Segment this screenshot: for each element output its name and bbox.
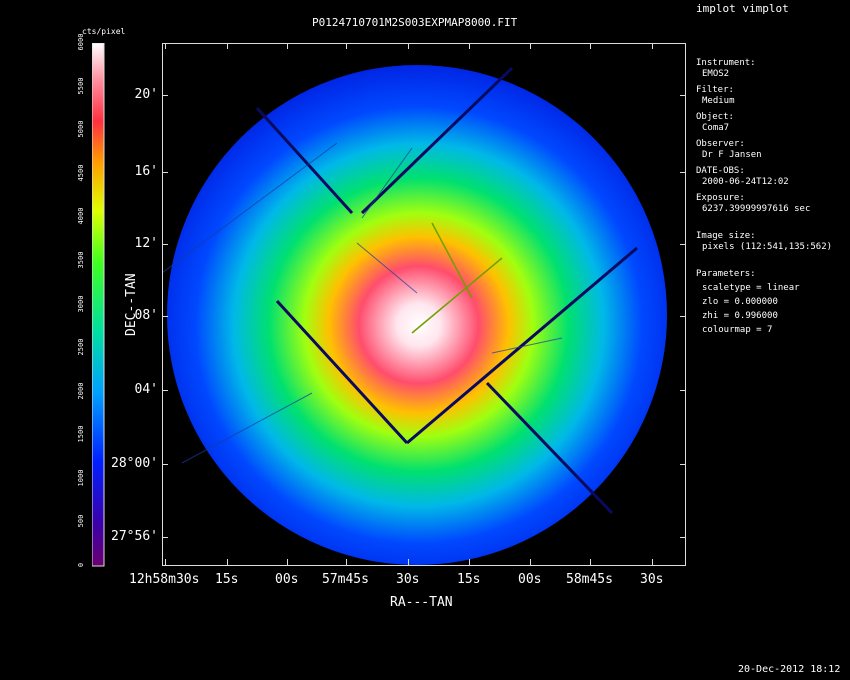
y-tick-mark xyxy=(680,537,686,538)
x-tick-label: 15s xyxy=(215,572,239,587)
y-tick-mark xyxy=(162,316,168,317)
instrument-label: Instrument: xyxy=(696,58,756,68)
colorbar-tick-label: 3000 xyxy=(77,295,85,312)
colorbar-tick-label: 500 xyxy=(77,515,85,528)
plot-title: P0124710701M2S003EXPMAP8000.FIT xyxy=(312,16,518,29)
observer-value: Dr F Jansen xyxy=(702,150,762,160)
date-value: 2000-06-24T12:02 xyxy=(702,177,789,187)
y-tick-mark xyxy=(162,537,168,538)
filter-value: Medium xyxy=(702,96,735,106)
y-tick-mark xyxy=(680,464,686,465)
y-tick-mark xyxy=(680,244,686,245)
y-tick-label: 20' xyxy=(134,87,158,102)
app-title: implot vimplot xyxy=(696,2,789,15)
x-tick-mark xyxy=(287,559,288,565)
y-tick-mark xyxy=(680,172,686,173)
y-axis-label: DEC--TAN xyxy=(124,273,139,336)
x-tick-mark xyxy=(165,559,166,565)
y-tick-label: 12' xyxy=(134,236,158,251)
colorbar-tick-label: 5000 xyxy=(77,120,85,138)
date-label: DATE-OBS: xyxy=(696,166,745,176)
x-tick-label: 00s xyxy=(518,572,542,587)
x-tick-mark xyxy=(590,559,591,565)
y-tick-mark xyxy=(162,172,168,173)
y-tick-mark xyxy=(162,464,168,465)
x-tick-mark xyxy=(652,43,653,49)
timestamp: 20-Dec-2012 18:12 xyxy=(738,664,841,675)
colorbar-tick-label: 6000 xyxy=(77,33,85,51)
colorbar-title: cts/pixel xyxy=(82,27,126,36)
x-tick-mark xyxy=(530,43,531,49)
colorbar-tick-label: 2000 xyxy=(77,382,85,400)
colorbar-tick-label: 3500 xyxy=(77,251,85,269)
y-tick-label: 08' xyxy=(134,308,158,323)
colorbar-tick-label: 4000 xyxy=(77,207,85,225)
colorbar xyxy=(91,42,105,571)
colorbar-tick-label: 1500 xyxy=(77,425,85,443)
x-tick-label: 12h58m30s xyxy=(129,572,200,587)
colorbar-tick-label: 2500 xyxy=(77,338,85,356)
observer-label: Observer: xyxy=(696,139,745,149)
x-tick-mark xyxy=(652,559,653,565)
x-tick-label: 30s xyxy=(396,572,420,587)
x-tick-mark xyxy=(346,43,347,49)
filter-label: Filter: xyxy=(696,85,734,95)
x-tick-label: 58m45s xyxy=(566,572,613,587)
y-tick-mark xyxy=(162,390,168,391)
x-tick-mark xyxy=(590,43,591,49)
exposure-value: 6237.39999997616 sec xyxy=(702,204,811,214)
x-tick-mark xyxy=(227,43,228,49)
parameters-label: Parameters: xyxy=(696,269,756,279)
y-tick-mark xyxy=(680,95,686,96)
exposure-label: Exposure: xyxy=(696,193,745,203)
plot-frame xyxy=(162,43,686,566)
image-size-value: pixels (112:541,135:562) xyxy=(702,242,833,252)
param-colourmap: colourmap = 7 xyxy=(702,325,773,335)
param-zhi: zhi = 0.996000 xyxy=(702,311,778,321)
x-tick-mark xyxy=(227,559,228,565)
x-tick-mark xyxy=(165,43,166,49)
param-scaletype: scaletype = linear xyxy=(702,283,800,293)
x-tick-mark xyxy=(346,559,347,565)
colorbar-tick-label: 1000 xyxy=(77,469,85,487)
x-tick-label: 15s xyxy=(457,572,481,587)
param-zlo: zlo = 0.000000 xyxy=(702,297,778,307)
instrument-value: EMOS2 xyxy=(702,69,730,79)
x-tick-mark xyxy=(469,43,470,49)
x-tick-label: 30s xyxy=(640,572,664,587)
y-tick-mark xyxy=(680,316,686,317)
colorbar-gradient xyxy=(91,42,105,567)
y-tick-label: 04' xyxy=(134,382,158,397)
x-tick-mark xyxy=(287,43,288,49)
sky-image xyxy=(161,43,686,570)
image-size-label: Image size: xyxy=(696,231,756,241)
y-tick-label: 28°00' xyxy=(111,456,158,471)
x-axis-label: RA---TAN xyxy=(390,595,453,610)
info-panel: Instrument: EMOS2 Filter: Medium Object:… xyxy=(696,58,846,336)
x-tick-label: 00s xyxy=(275,572,299,587)
object-value: Coma7 xyxy=(702,123,730,133)
colorbar-tick-label: 5500 xyxy=(77,77,85,95)
object-label: Object: xyxy=(696,112,734,122)
y-tick-mark xyxy=(680,390,686,391)
x-tick-mark xyxy=(469,559,470,565)
y-tick-mark xyxy=(162,95,168,96)
colorbar-tick-label: 4500 xyxy=(77,164,85,182)
y-tick-label: 27°56' xyxy=(111,529,158,544)
x-tick-mark xyxy=(530,559,531,565)
x-tick-label: 57m45s xyxy=(322,572,369,587)
y-tick-mark xyxy=(162,244,168,245)
x-tick-mark xyxy=(408,559,409,565)
colorbar-tick-label: 0 xyxy=(77,562,85,568)
y-tick-label: 16' xyxy=(134,164,158,179)
x-tick-mark xyxy=(408,43,409,49)
